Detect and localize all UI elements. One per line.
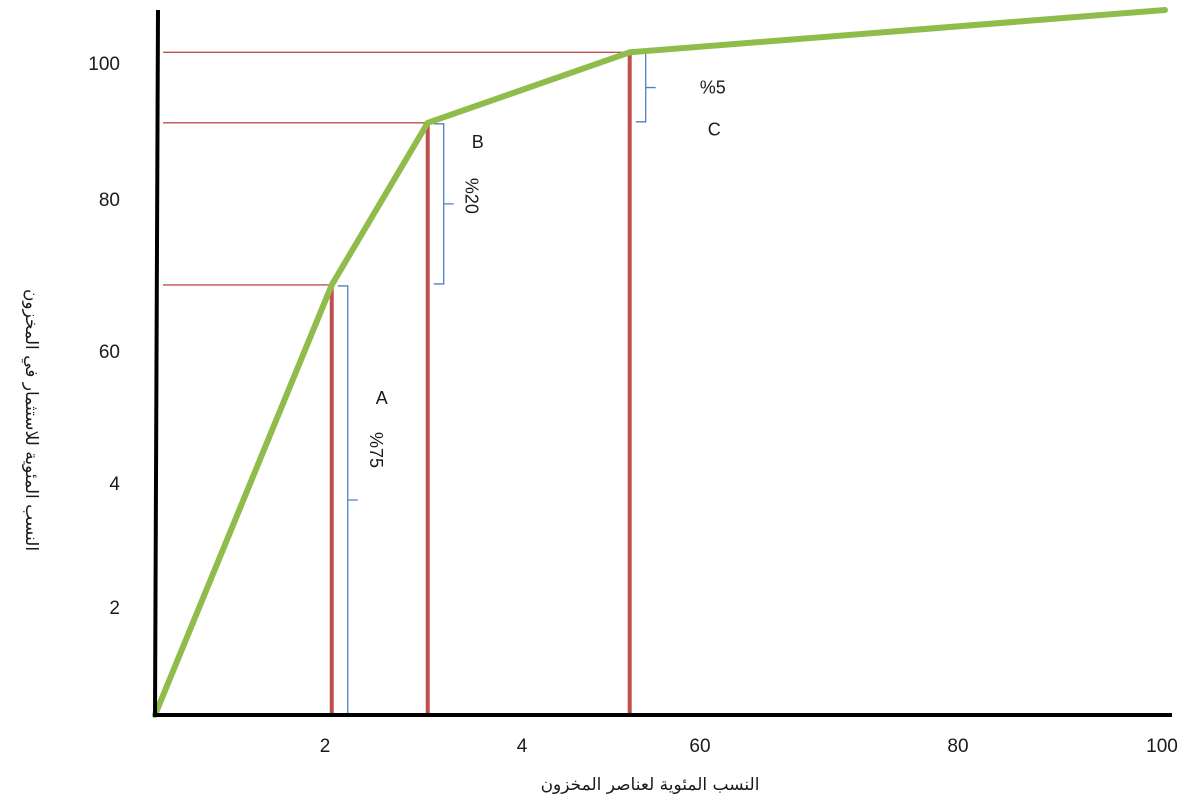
cumulative-curve-line — [152, 7, 1168, 718]
y-tick-labels: 2 4 60 80 100 — [88, 54, 120, 619]
x-tick-label: 4 — [517, 736, 528, 757]
zone-brace-a — [337, 285, 358, 715]
zone-letter-label: A — [376, 388, 388, 408]
zone-share-label: %20 — [462, 178, 482, 214]
y-tick-label: 80 — [99, 190, 120, 211]
guide-lines — [163, 51, 632, 715]
x-tick-label: 2 — [320, 736, 331, 757]
zone-braces — [337, 52, 656, 715]
x-tick-label: 80 — [947, 736, 968, 757]
curve-layer — [152, 7, 1168, 718]
zone-brace-c — [635, 52, 656, 123]
zone-letter-label: B — [472, 132, 484, 152]
axes — [153, 9, 1172, 717]
y-tick-label: 2 — [109, 598, 120, 619]
x-tick-labels: 2 4 60 80 100 — [320, 736, 1178, 757]
y-tick-label: 4 — [109, 474, 120, 495]
x-tick-label: 100 — [1146, 736, 1178, 757]
zone-letter-label: C — [708, 120, 721, 140]
x-axis-title: النسب المئوية لعناصر المخزون — [541, 775, 760, 795]
zone-share-label: %5 — [700, 78, 726, 98]
y-tick-label: 60 — [99, 342, 120, 363]
y-axis-line — [153, 9, 160, 716]
y-tick-label: 100 — [88, 54, 120, 75]
y-axis-title: النسب المئوية للاستثمار في المخزون — [21, 289, 41, 551]
zone-share-label: %75 — [366, 432, 386, 468]
zone-labels: A %75 B %20 %5 C — [366, 78, 726, 468]
zone-brace-b — [433, 123, 454, 285]
x-tick-label: 60 — [689, 736, 710, 757]
